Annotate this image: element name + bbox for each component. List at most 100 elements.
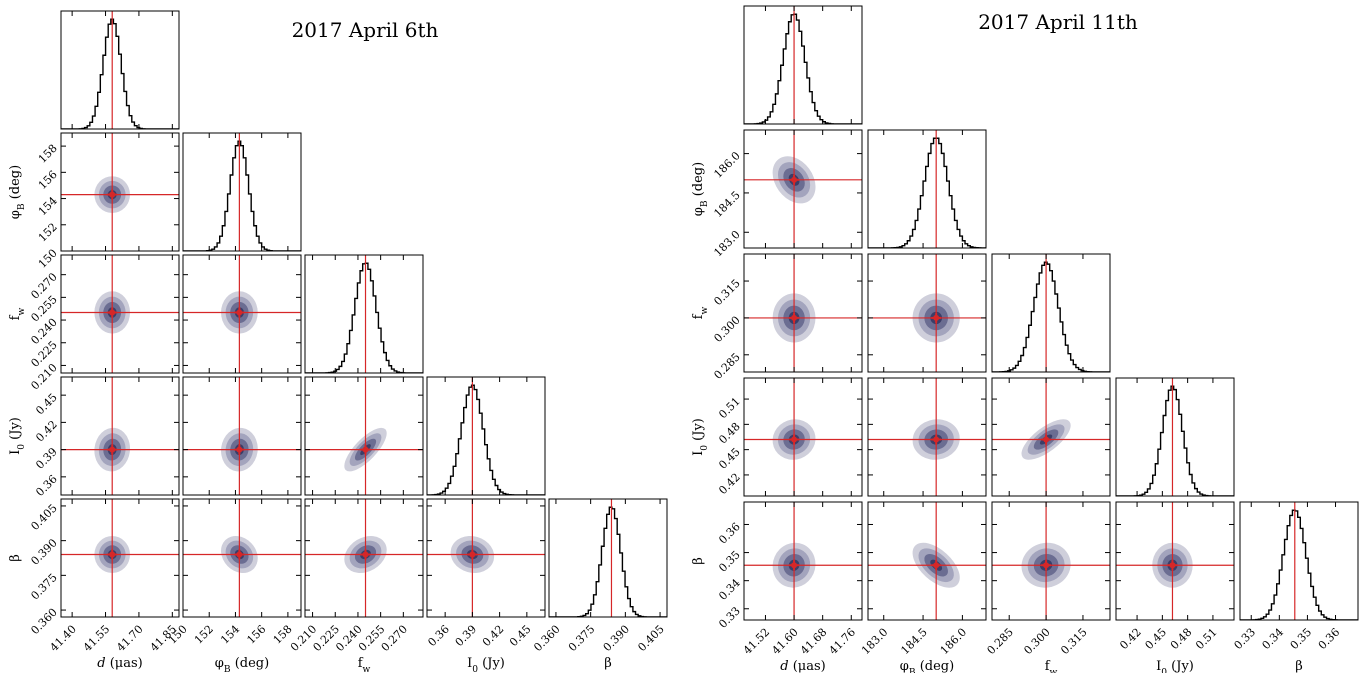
truth-point-1-4 [236, 551, 243, 558]
panel-4-4: 0.360 0.375 0.390 0.405 β [531, 498, 668, 671]
truth-point-1-2 [933, 314, 940, 321]
panel-0-0 [743, 5, 863, 125]
panel-frame-0-0 [743, 5, 863, 125]
yaxis-label-4: β [691, 557, 706, 565]
ytick-label-4-1: 0.375 [28, 571, 59, 602]
ytick-label-4-1: 0.34 [716, 576, 743, 603]
panel-0-0 [60, 10, 180, 130]
xtick-label-4-2: 0.390 [601, 623, 632, 654]
yaxis-label-1: φB (deg) [8, 165, 27, 219]
panel-frame-0-0 [60, 10, 180, 130]
panel-frame-1-1 [182, 132, 302, 252]
xtick-label-0-3: 41.76 [827, 626, 858, 657]
truth-point-0-1 [109, 191, 116, 198]
ytick-label-4-0: 0.360 [28, 606, 59, 637]
yaxis-label-2: fw [8, 307, 27, 320]
panel-frame-3-0 [60, 376, 180, 496]
ytick-label-2-2: 0.315 [711, 277, 742, 308]
chart-title: 2017 April 6th [292, 18, 439, 42]
panel-frame-4-1 [182, 498, 302, 618]
histogram-0 [61, 18, 179, 129]
panel-1-0: 183.0 184.5 186.0φB (deg) [691, 129, 863, 259]
xtick-label-3-1: 0.45 [1143, 626, 1170, 653]
panel-3-2 [304, 376, 424, 496]
panel-frame-3-3 [426, 376, 546, 496]
yaxis-label-4: β [8, 554, 23, 562]
panel-frame-1-0 [60, 132, 180, 252]
ytick-label-4-3: 0.36 [716, 520, 743, 547]
truth-point-2-4 [1043, 562, 1050, 569]
truth-point-3-4 [1169, 562, 1176, 569]
ytick-label-1-1: 184.5 [711, 189, 742, 220]
ytick-label-4-2: 0.390 [28, 536, 59, 567]
ytick-label-1-2: 154 [36, 194, 60, 218]
ytick-label-3-1: 0.45 [716, 445, 743, 472]
truth-point-0-4 [109, 551, 116, 558]
xaxis-label-4: β [1295, 659, 1303, 673]
truth-point-2-3 [362, 446, 369, 453]
xtick-label-2-0: 0.285 [985, 626, 1016, 657]
xtick-label-1-2: 154 [218, 623, 242, 647]
panel-4-3: 0.420.450.480.51 I0 (Jy) [1115, 501, 1235, 673]
panel-frame-3-3 [1115, 377, 1235, 497]
panel-3-3 [426, 376, 546, 496]
xtick-label-4-3: 0.405 [635, 623, 666, 654]
xaxis-label-0: d (μas) [97, 656, 142, 671]
panel-1-1 [867, 129, 987, 249]
ytick-label-3-2: 0.48 [716, 420, 743, 447]
truth-point-0-3 [791, 436, 798, 443]
panel-3-0: 0.360.390.420.45 I0 (Jy) [8, 376, 180, 499]
truth-point-1-3 [236, 446, 243, 453]
ytick-label-3-3: 0.51 [716, 395, 743, 422]
xaxis-label-0: d (μas) [780, 659, 825, 673]
xaxis-label-3: I0 (Jy) [1156, 659, 1194, 673]
xtick-label-4-0: 0.33 [1232, 626, 1259, 653]
panel-frame-4-4 [1239, 501, 1359, 621]
panel-2-2 [991, 253, 1111, 373]
panel-4-1: 183.0 184.5 186.0 φB (deg) [859, 501, 987, 673]
xtick-label-3-3: 0.45 [507, 623, 534, 650]
panel-1-1 [182, 132, 302, 252]
panel-2-2 [304, 254, 424, 374]
yaxis-label-3: I0 (Jy) [691, 418, 710, 456]
histogram-3 [1116, 385, 1234, 496]
panel-3-3 [1115, 377, 1235, 497]
truth-point-0-2 [791, 314, 798, 321]
xaxis-label-2: fw [1045, 659, 1058, 673]
histogram-3 [427, 384, 545, 495]
xtick-label-0-2: 41.68 [798, 626, 829, 657]
xtick-label-4-1: 0.375 [566, 623, 597, 654]
xtick-label-3-2: 0.48 [1168, 626, 1195, 653]
xtick-label-1-2: 186.0 [938, 626, 969, 657]
panel-frame-4-2 [304, 498, 424, 618]
xtick-label-1-1: 152 [192, 623, 216, 647]
ytick-label-1-3: 156 [36, 168, 60, 192]
panel-frame-4-1 [867, 501, 987, 621]
xtick-label-4-2: 0.35 [1288, 626, 1315, 653]
histogram-0 [744, 13, 862, 124]
truth-point-1-2 [236, 309, 243, 316]
xtick-label-0-2: 41.70 [114, 623, 145, 654]
truth-point-0-2 [109, 309, 116, 316]
ytick-label-3-3: 0.45 [33, 391, 60, 418]
xaxis-label-3: I0 (Jy) [467, 656, 505, 673]
xtick-label-0-0: 41.40 [47, 623, 78, 654]
panel-frame-3-0 [743, 377, 863, 497]
xtick-label-2-1: 0.300 [1021, 626, 1052, 657]
panel-3-0: 0.420.450.480.51 I0 (Jy) [691, 377, 863, 497]
panel-frame-3-2 [304, 376, 424, 496]
panel-2-1 [867, 253, 987, 373]
ytick-label-2-1: 0.300 [711, 314, 742, 345]
xaxis-label-1: φB (deg) [215, 656, 269, 673]
xtick-label-4-3: 0.36 [1316, 626, 1343, 653]
ytick-label-2-0: 0.285 [711, 350, 742, 381]
xaxis-label-1: φB (deg) [900, 659, 954, 673]
ytick-label-4-0: 0.33 [716, 604, 743, 631]
ytick-label-4-3: 0.405 [28, 502, 59, 533]
